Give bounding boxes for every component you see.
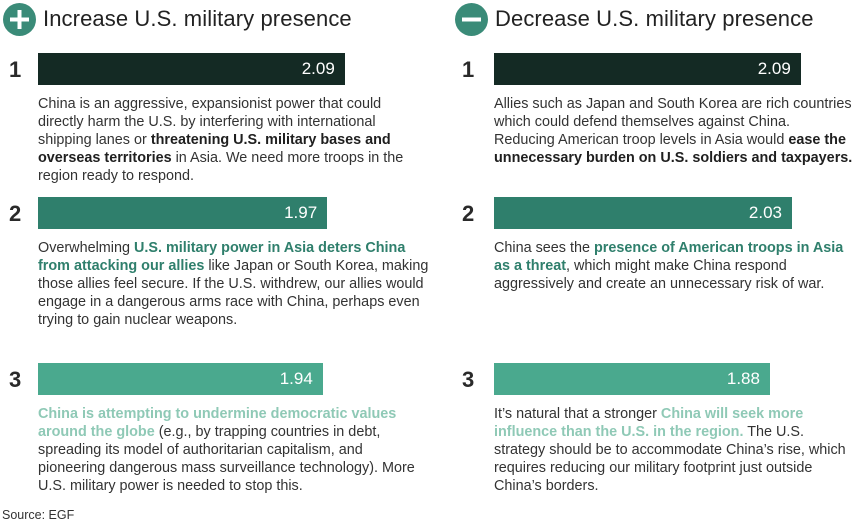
bar: 2.09: [494, 53, 801, 85]
text-after: in Asia. We need more troops in the regi…: [38, 150, 404, 184]
panel-header: Decrease U.S. military presence: [455, 2, 814, 36]
panel-title: Increase U.S. military presence: [43, 6, 352, 31]
emphasis-text: China is attempting to undermine democra…: [38, 406, 397, 440]
emphasis-text: threatening U.S. military bases and over…: [38, 132, 391, 166]
bar-value-label: 1.97: [284, 203, 318, 222]
emphasis-text: ease the unnecessary burden on U.S. sold…: [494, 132, 853, 166]
rank-label: 2: [462, 201, 475, 226]
rank-label: 3: [9, 367, 22, 392]
text-before: Allies such as Japan and South Korea are…: [494, 96, 852, 148]
minus-icon: [455, 2, 488, 36]
text-before: China is an aggressive, expansionist pow…: [38, 96, 382, 148]
rank-label: 2: [9, 201, 22, 226]
text-before: It’s natural that a stronger: [494, 406, 661, 422]
rank-label: 1: [9, 57, 22, 82]
plus-icon: [3, 2, 36, 36]
source-note: Source: EGF: [2, 508, 75, 522]
text-before: China sees the: [494, 240, 594, 256]
bar: 1.88: [494, 363, 770, 395]
rank-label: 3: [462, 367, 475, 392]
text-after: like Japan or South Korea, making those …: [38, 258, 429, 328]
bar-value-label: 2.09: [301, 59, 335, 78]
bar-value-label: 2.03: [748, 203, 782, 222]
item-description: It’s natural that a stronger China will …: [494, 405, 854, 495]
text-before: Overwhelming: [38, 240, 134, 256]
bar: 2.09: [38, 53, 345, 85]
item-description: China is an aggressive, expansionist pow…: [38, 95, 430, 185]
bar-value-label: 1.94: [279, 369, 313, 388]
item-description: China sees the presence of American troo…: [494, 239, 854, 293]
panel-title: Decrease U.S. military presence: [495, 6, 814, 31]
text-after: The U.S. strategy should be to accommoda…: [494, 424, 846, 494]
rank-label: 1: [462, 57, 475, 82]
text-after: , which might make China respond aggress…: [494, 258, 825, 292]
item-description: China is attempting to undermine democra…: [38, 405, 430, 495]
emphasis-text: U.S. military power in Asia deters China…: [38, 240, 406, 274]
emphasis-text: China will seek more influence than the …: [494, 406, 804, 440]
bar: 2.03: [494, 197, 792, 229]
bar: 1.97: [38, 197, 328, 229]
item-description: Allies such as Japan and South Korea are…: [494, 95, 854, 167]
text-after: (e.g., by trapping countries in debt, sp…: [38, 424, 415, 494]
emphasis-text: presence of American troops in Asia as a…: [494, 240, 844, 274]
panel-header: Increase U.S. military presence: [3, 2, 352, 36]
bar-value-label: 2.09: [757, 59, 791, 78]
item-description: Overwhelming U.S. military power in Asia…: [38, 239, 430, 329]
bar: 1.94: [38, 363, 323, 395]
bar-value-label: 1.88: [726, 369, 760, 388]
